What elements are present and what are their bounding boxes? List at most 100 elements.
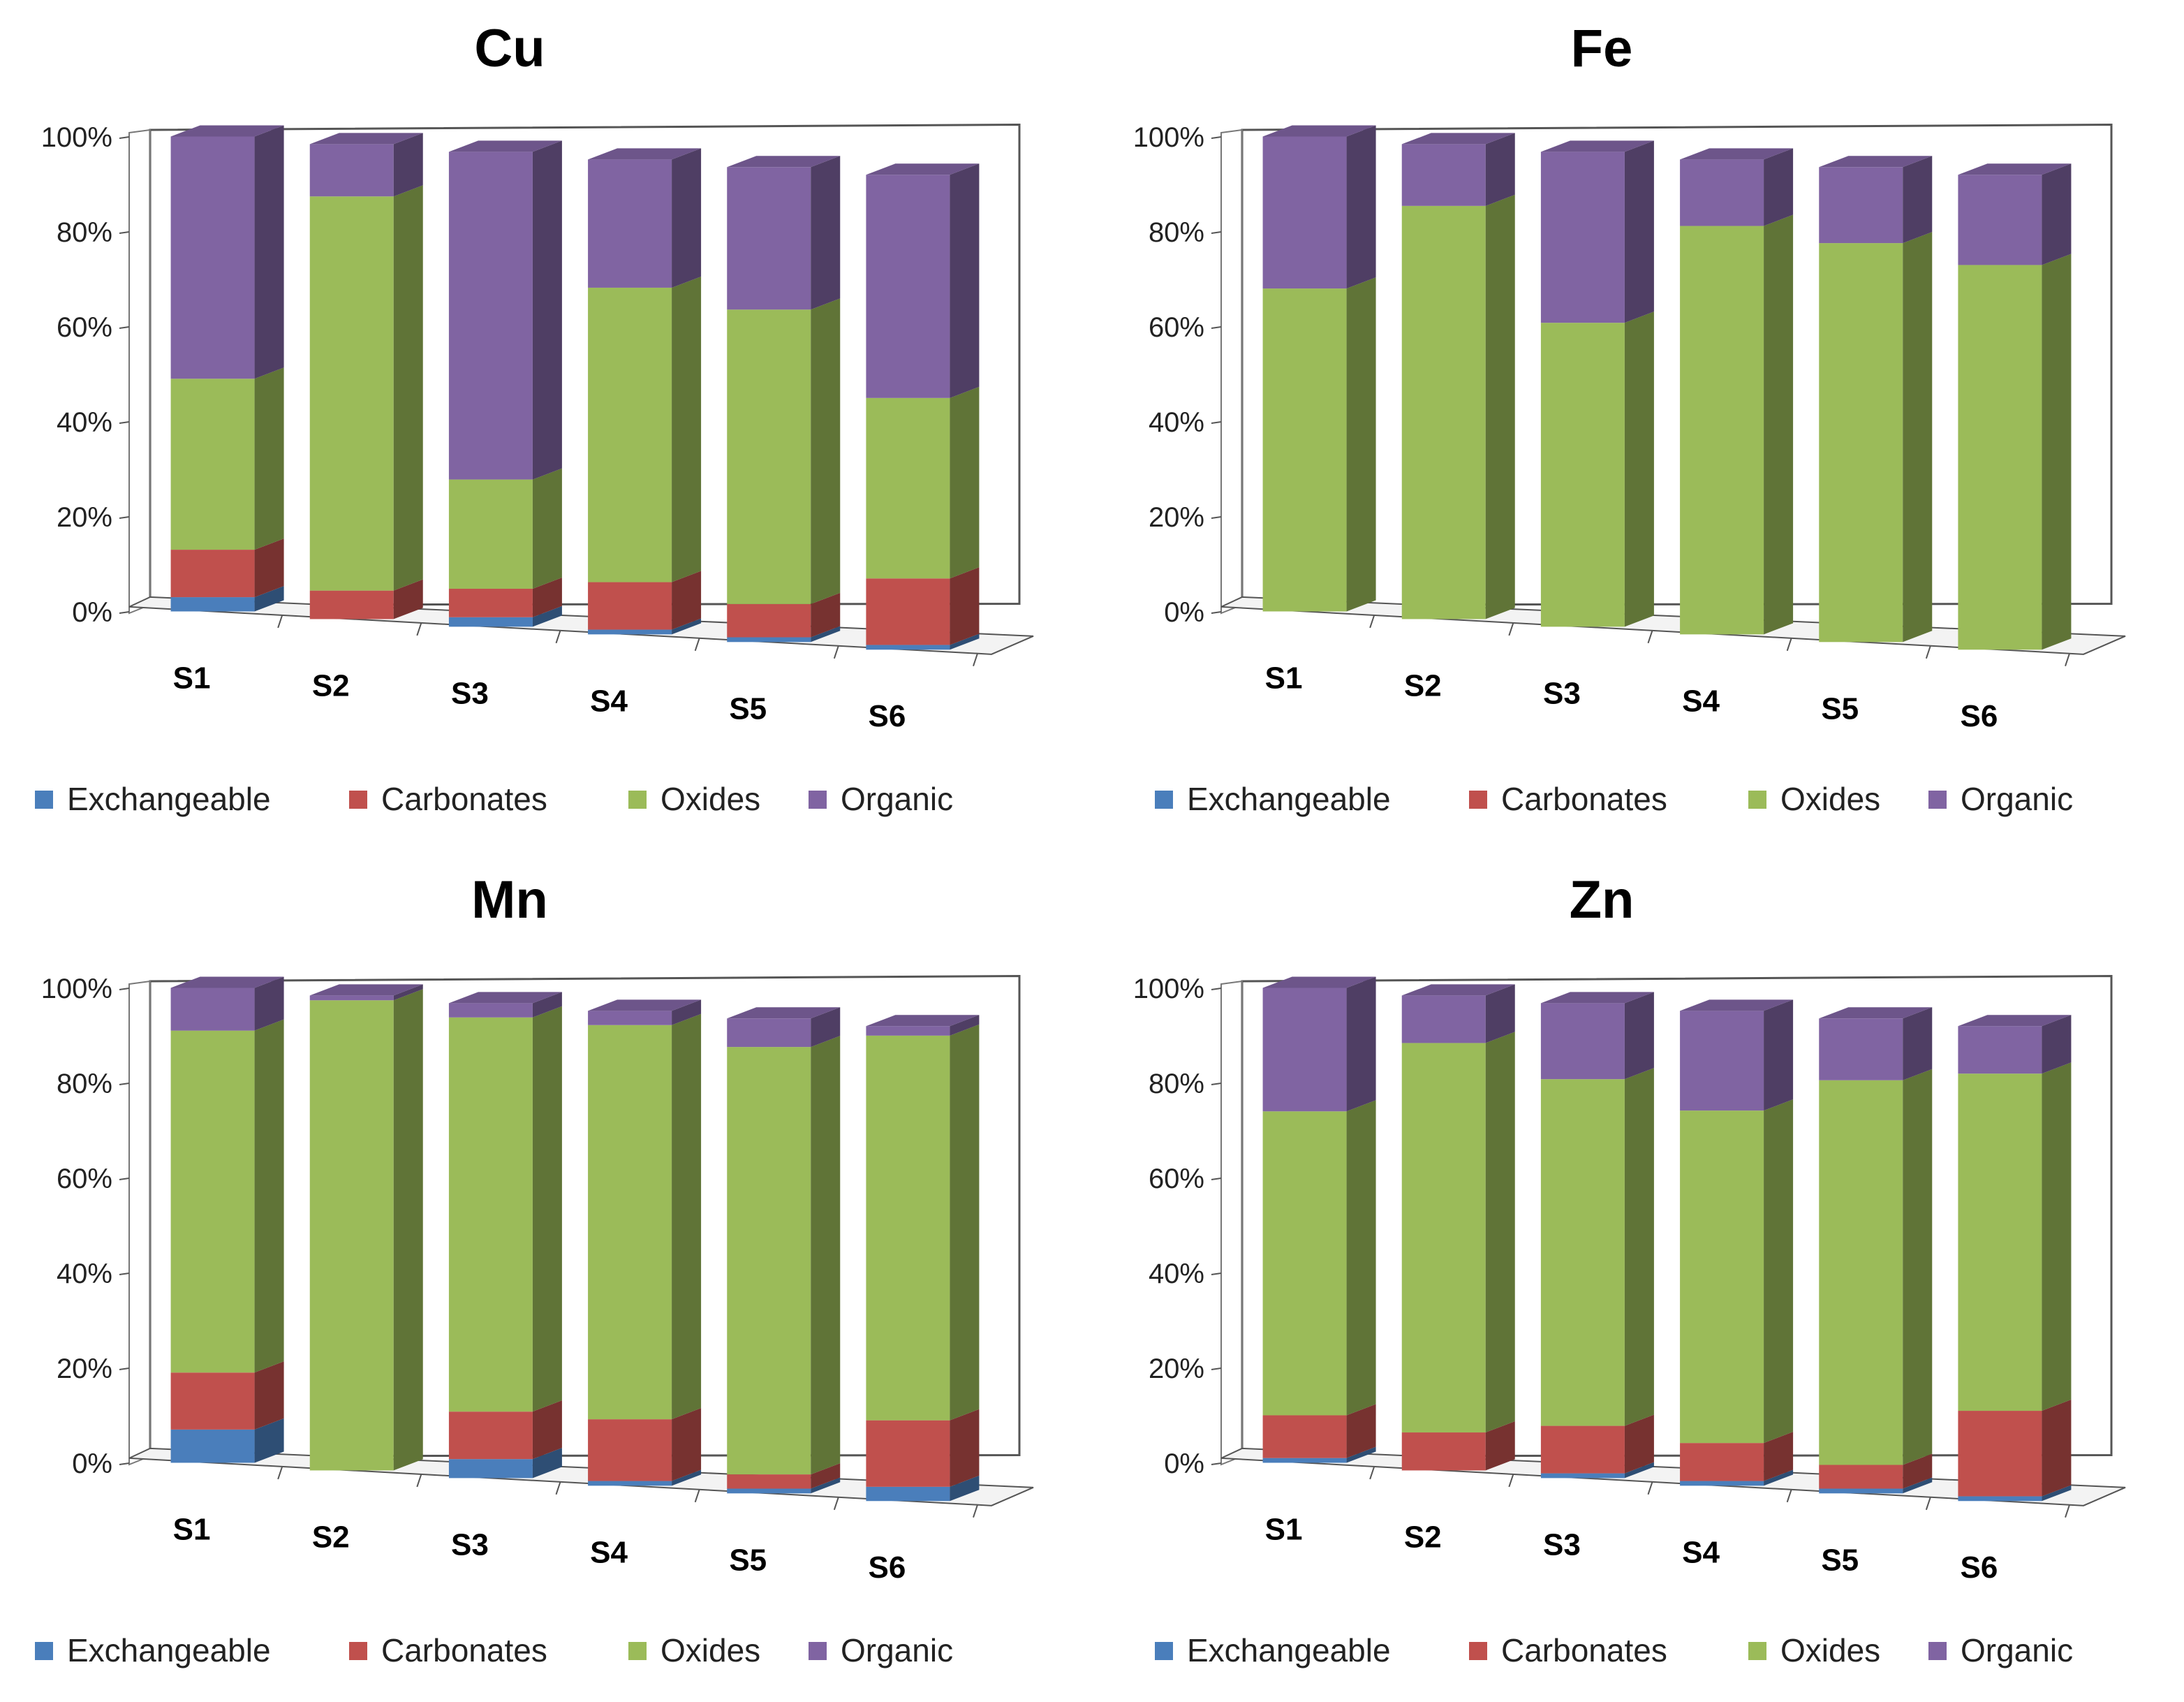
bar-top-s5 (1819, 1007, 1933, 1019)
bar-segment-s4-carbonates-side (672, 1408, 702, 1481)
bar-s3 (1540, 992, 1654, 1479)
y-tick-label: 60% (57, 1164, 112, 1194)
legend-label: Carbonates (381, 1632, 547, 1668)
bar-segment-s3-exchangeable (1540, 1473, 1625, 1479)
legend-item-oxides: Oxides (628, 1632, 760, 1668)
x-tick-label: S3 (1543, 676, 1581, 710)
bar-segment-s2-carbonates (309, 590, 394, 619)
y-tick-label: 100% (41, 974, 112, 1004)
bar-segment-s2-organic (1401, 144, 1486, 206)
bar-segment-s4-exchangeable-side (672, 1469, 702, 1486)
bar-s3 (1540, 140, 1654, 627)
legend-label: Oxides (661, 1632, 760, 1668)
bar-segment-s3-carbonates-side (1624, 1414, 1654, 1474)
bar-segment-s6-exchangeable-side (2042, 1485, 2072, 1502)
bar-s4 (588, 999, 702, 1486)
bar-segment-s6-oxides (1958, 1073, 2042, 1411)
y-tick-label: 0% (1164, 597, 1204, 628)
y-tick-label: 0% (72, 597, 112, 628)
bar-s6 (866, 1015, 980, 1502)
bar-segment-s5-oxides-side (1903, 1069, 1933, 1465)
legend-item-exchangeable: Exchangeable (1155, 1632, 1391, 1668)
bar-segment-s2-organic (309, 995, 394, 1001)
x-tick-label: S6 (1961, 1550, 1998, 1585)
bar-s6 (1958, 163, 2072, 650)
y-tick-mark (119, 1178, 130, 1180)
x-tick-mark (416, 622, 422, 636)
x-tick-label: S6 (869, 699, 906, 733)
bar-segment-s2-organic-side (393, 133, 423, 197)
legend-swatch (1155, 791, 1173, 809)
legend: Exchangeable Carbonates Oxides Organic (1155, 1632, 2073, 1668)
bar-segment-s1-carbonates (170, 1372, 255, 1430)
y-tick-label: 40% (57, 407, 112, 438)
bar-segment-s1-oxides (170, 379, 255, 550)
bar-segment-s1-organic-side (1346, 976, 1376, 1112)
x-tick-mark (694, 1489, 700, 1503)
x-tick-label: S1 (173, 1512, 211, 1546)
bar-segment-s5-oxides (1819, 243, 1903, 643)
x-tick-mark (833, 1497, 839, 1511)
bar-segment-s1-organic (1262, 136, 1347, 289)
bar-segment-s3-oxides (448, 479, 533, 589)
legend-item-organic: Organic (809, 781, 953, 817)
x-tick-mark (1369, 615, 1375, 629)
bar-segment-s6-exchangeable (866, 1486, 950, 1502)
bar-s5 (1819, 156, 1933, 643)
bar-top-s4 (1680, 148, 1794, 160)
bar-segment-s3-organic (1540, 152, 1625, 323)
bar-segment-s1-organic-side (254, 125, 284, 379)
bar-segment-s5-carbonates (1819, 1465, 1903, 1489)
x-tick-label: S5 (1821, 1543, 1859, 1577)
bar-top-s6 (1958, 163, 2072, 175)
bar-segment-s6-organic-side (2042, 1015, 2072, 1074)
bar-segment-s2-oxides (309, 196, 394, 591)
y-tick-mark (119, 611, 130, 614)
x-tick-mark (2065, 1504, 2070, 1518)
bar-segment-s1-oxides (1262, 1111, 1347, 1416)
bar-segment-s2-carbonates-side (1485, 1421, 1515, 1471)
x-tick-label: S4 (590, 684, 628, 718)
bar-segment-s6-oxides-side (2042, 1062, 2072, 1411)
y-tick-mark (119, 1367, 130, 1370)
bar-s5 (727, 1007, 841, 1494)
bar-segment-s3-exchangeable-side (532, 606, 562, 627)
bar-segment-s3-organic (448, 1003, 533, 1018)
legend-swatch (1469, 1642, 1487, 1660)
legend-label: Organic (1961, 1632, 2073, 1668)
bar-s4 (1680, 148, 1794, 635)
y-tick-label: 0% (1164, 1448, 1204, 1479)
legend-label: Organic (841, 781, 953, 817)
legend-item-carbonates: Carbonates (349, 781, 547, 817)
x-tick-label: S4 (590, 1535, 628, 1569)
x-tick-label: S6 (869, 1550, 906, 1585)
y-tick-label: 40% (1149, 1259, 1204, 1289)
bar-segment-s4-oxides-side (1764, 214, 1794, 635)
x-tick-label: S1 (1265, 661, 1303, 695)
legend-swatch (1748, 1642, 1766, 1660)
bar-segment-s5-oxides-side (1903, 232, 1933, 643)
legend-label: Oxides (1780, 1632, 1880, 1668)
bar-segment-s1-carbonates (1262, 1415, 1347, 1458)
bar-segment-s2-oxides-side (393, 185, 423, 591)
bar-segment-s6-organic (1958, 1026, 2042, 1074)
bar-segment-s1-carbonates (170, 550, 255, 598)
bar-segment-s6-oxides (866, 1035, 950, 1421)
bar-segment-s2-oxides-side (393, 989, 423, 1471)
y-tick-label: 60% (57, 312, 112, 343)
bar-s1 (170, 125, 284, 612)
bar-segment-s4-carbonates-side (1764, 1432, 1794, 1481)
bar-segment-s3-organic-side (532, 992, 562, 1018)
bar-segment-s5-organic (727, 1018, 811, 1048)
x-tick-mark (1508, 1474, 1514, 1488)
bar-segment-s5-organic (727, 167, 811, 310)
bar-segment-s2-organic (1401, 995, 1486, 1043)
x-tick-label: S3 (1543, 1527, 1581, 1562)
x-tick-label: S3 (451, 676, 489, 710)
bar-segment-s1-carbonates-side (254, 1361, 284, 1430)
bar-segment-s6-exchangeable-side (950, 633, 980, 650)
bar-segment-s1-exchangeable (170, 1429, 255, 1463)
bar-segment-s1-organic (170, 136, 255, 379)
bar-segment-s3-organic-side (1624, 992, 1654, 1080)
bar-segment-s6-exchangeable (866, 645, 950, 650)
